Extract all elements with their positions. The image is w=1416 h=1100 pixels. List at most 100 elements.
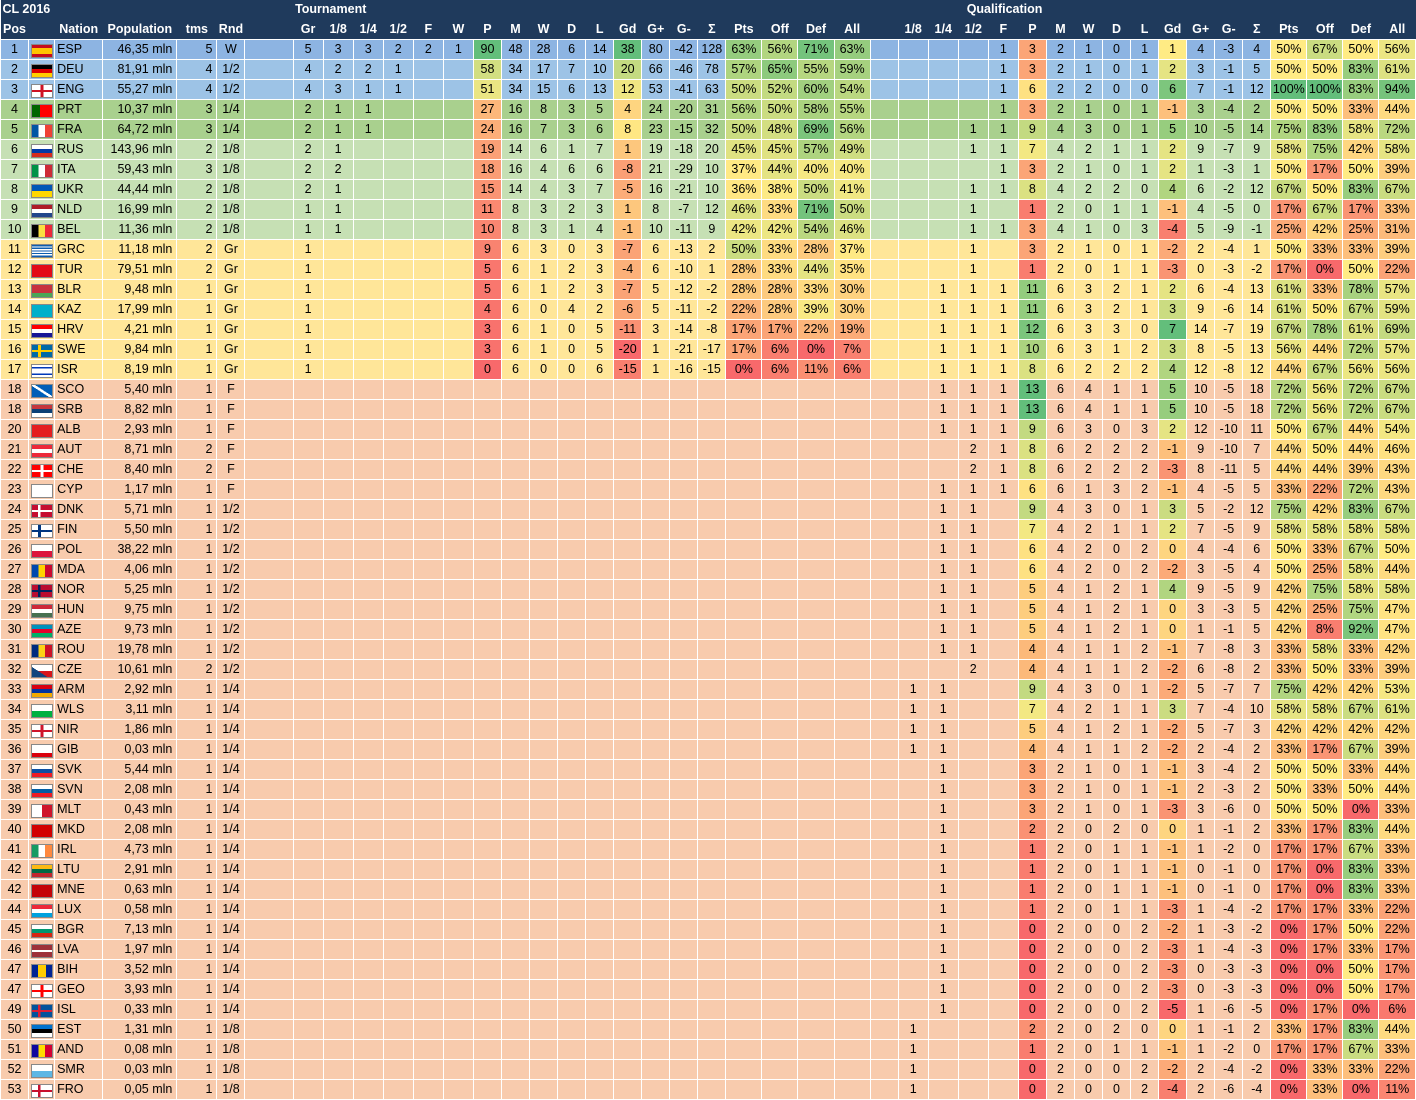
gap-cell — [244, 319, 294, 340]
tournament-cell: 2 — [585, 299, 615, 320]
qualification-cell: 50% — [1270, 539, 1308, 560]
col-header-tournament: 1/8 — [323, 19, 354, 40]
tournament-cell — [613, 899, 643, 920]
qualification-cell: -2 — [1158, 719, 1188, 740]
svk-flag-icon — [30, 763, 53, 778]
tournament-cell — [412, 1059, 444, 1080]
qualification-cell: 1 — [1130, 899, 1160, 920]
gap-cell — [244, 679, 294, 700]
tournament-cell — [669, 959, 699, 980]
qualification-cell: 42% — [1306, 679, 1344, 700]
qualification-cell: 67% — [1306, 199, 1344, 220]
tournament-cell — [797, 399, 835, 420]
qualification-cell: -1 — [1158, 759, 1188, 780]
qualification-cell: 6 — [1045, 479, 1075, 500]
table-row: 51 AND 0,08 mln 1 1/8 1 1 2 0 1 1 -1 1 -2 0 17% 17% 67% 33… — [0, 1039, 1416, 1060]
tournament-cell — [352, 359, 384, 380]
tournament-cell — [322, 599, 354, 620]
tournament-cell — [585, 819, 615, 840]
tournament-cell — [322, 539, 354, 560]
tournament-cell: 5 — [585, 319, 615, 340]
qualification-cell: 1 — [1186, 1019, 1216, 1040]
qualification-cell: 0% — [1270, 959, 1308, 980]
tournament-cell — [382, 819, 414, 840]
pos-cell: 7 — [0, 159, 30, 180]
tournament-cell: -6 — [613, 299, 643, 320]
qualification-cell: 2 — [1158, 159, 1188, 180]
tournament-cell: 19 — [641, 139, 671, 160]
qualification-cell: 1 — [927, 559, 959, 580]
teams-cell: 3 — [176, 99, 218, 120]
tournament-cell — [641, 839, 671, 860]
qualification-cell: 22% — [1378, 899, 1416, 920]
round-cell: F — [216, 459, 246, 480]
population-cell: 0,08 mln — [102, 1039, 178, 1060]
qualification-cell: 2 — [1158, 139, 1188, 160]
qualification-cell: 1 — [1073, 719, 1104, 740]
tournament-cell — [797, 639, 835, 660]
tournament-cell — [292, 819, 324, 840]
tournament-cell: 36% — [725, 179, 763, 200]
qualification-cell: 1 — [1186, 819, 1216, 840]
qualification-cell: 17% — [1270, 259, 1308, 280]
qualification-cell: 2 — [1045, 819, 1075, 840]
tournament-cell — [669, 479, 699, 500]
round-cell: 1/4 — [216, 759, 246, 780]
table-row: 28 NOR 5,25 mln 1 1/2 1 1 5 4 1 2 1 4 9 -5 9 42% 75% 58% 58… — [0, 579, 1416, 600]
qualification-cell — [927, 179, 959, 200]
tur-flag-icon — [30, 263, 53, 278]
tournament-cell — [412, 899, 444, 920]
tournament-cell — [797, 459, 835, 480]
tournament-cell — [697, 519, 727, 540]
qualification-cell — [897, 659, 929, 680]
tournament-cell: 6% — [761, 339, 799, 360]
gap-cell — [869, 659, 899, 680]
gap-cell — [869, 39, 899, 60]
tournament-cell — [833, 879, 871, 900]
pos-cell: 18 — [0, 399, 30, 420]
table-row: 46 LVA 1,97 mln 1 1/4 1 0 2 0 0 2 -3 1 -4 -3 0% 17% 33% 17… — [0, 939, 1416, 960]
qualification-cell: 17% — [1306, 899, 1344, 920]
tournament-cell — [472, 1039, 502, 1060]
qualification-cell: 3 — [1073, 299, 1104, 320]
tournament-cell — [697, 739, 727, 760]
qualification-cell: -5 — [1214, 479, 1244, 500]
qualification-cell: 46% — [1378, 439, 1416, 460]
qualification-cell: 50% — [1342, 779, 1380, 800]
tournament-section-label: Tournament — [293, 0, 474, 19]
tournament-cell: 16 — [641, 179, 671, 200]
tournament-cell — [797, 759, 835, 780]
tournament-cell — [382, 839, 414, 860]
tournament-cell — [442, 399, 474, 420]
tournament-cell — [352, 699, 384, 720]
table-row: 8 UKR 44,44 mln 2 1/8 2 1 15 14 4 3 7 -5 16 -21 10 36% 38… — [0, 179, 1416, 200]
gap-cell — [869, 619, 899, 640]
pos-cell: 38 — [0, 779, 30, 800]
table-row: 47 GEO 3,93 mln 1 1/4 1 0 2 0 0 2 -3 0 -3 -3 0% 0% 50% 17% — [0, 979, 1416, 1000]
qualification-cell: 0 — [1101, 559, 1132, 580]
tournament-cell: 55% — [833, 99, 871, 120]
qualification-cell: 2 — [1130, 639, 1160, 660]
tournament-cell — [382, 779, 414, 800]
qualification-cell: 72% — [1342, 479, 1380, 500]
qualification-cell: 1 — [897, 1019, 929, 1040]
tournament-cell — [641, 539, 671, 560]
tournament-cell — [725, 479, 763, 500]
qualification-cell: 50% — [1270, 99, 1308, 120]
round-cell: Gr — [216, 239, 246, 260]
qualification-cell: -1 — [1214, 79, 1244, 100]
teams-cell: 2 — [176, 219, 218, 240]
tournament-cell — [669, 599, 699, 620]
pol-flag-icon — [30, 543, 53, 558]
tournament-cell — [442, 999, 474, 1020]
tournament-cell — [585, 679, 615, 700]
qualification-cell: 1 — [1130, 759, 1160, 780]
qualification-cell: 1 — [987, 479, 1019, 500]
qualification-cell: 1 — [957, 639, 989, 660]
tournament-cell: -11 — [669, 299, 699, 320]
teams-cell: 1 — [176, 399, 218, 420]
qualification-cell: 1 — [1186, 919, 1216, 940]
qualification-cell: 1 — [1101, 699, 1132, 720]
qualification-cell: 3 — [1017, 759, 1047, 780]
qualification-cell: 42% — [1270, 599, 1308, 620]
